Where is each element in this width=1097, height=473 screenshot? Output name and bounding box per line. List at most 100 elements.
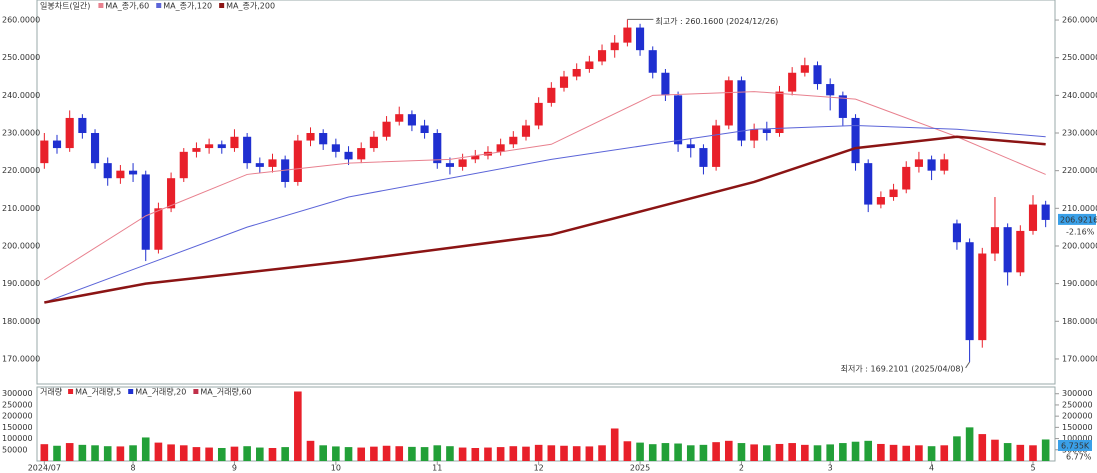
volume-bar — [839, 443, 847, 461]
candle-body — [458, 159, 467, 167]
last-volume-label: 6.735K — [1061, 442, 1090, 451]
candle-body — [141, 174, 150, 250]
candle-body — [724, 80, 733, 126]
volume-bar — [851, 441, 860, 461]
candle-body — [369, 136, 378, 149]
x-tick-label: 3 — [828, 464, 833, 473]
candle-body — [813, 65, 822, 85]
volume-bar — [547, 445, 556, 461]
candle-body — [1003, 227, 1012, 273]
candle-body — [965, 242, 974, 341]
volume-bar — [167, 444, 175, 461]
candle-body — [914, 159, 923, 167]
candle-body — [699, 148, 708, 167]
volume-bar — [243, 446, 251, 461]
volume-bar — [53, 445, 61, 461]
price-panel-frame — [36, 0, 1056, 385]
candle-body — [103, 163, 112, 179]
volume-bar — [648, 444, 657, 461]
candle-body — [864, 163, 873, 205]
y-tick-label: 240.0000 — [2, 91, 40, 100]
volume-bar — [217, 447, 226, 461]
candle-body — [230, 136, 239, 149]
volume-bar — [1029, 445, 1037, 461]
candle-body — [674, 95, 683, 145]
volume-bar — [103, 446, 112, 461]
volume-bar — [623, 441, 632, 461]
volume-bar — [332, 446, 340, 461]
x-tick-label: 12 — [534, 464, 544, 473]
x-tick-label: 11 — [432, 464, 442, 473]
volume-bar — [420, 447, 429, 461]
x-tick-label: 8 — [131, 464, 136, 473]
candle-body — [750, 129, 759, 141]
volume-bar — [91, 445, 99, 461]
candle-body — [623, 27, 632, 43]
volume-bar — [699, 444, 708, 461]
volume-bar — [560, 445, 568, 461]
volume-bar — [179, 445, 188, 461]
y2-tick-label: 240.0000 — [1062, 91, 1097, 100]
volume-bar — [661, 443, 670, 461]
moving-average-line — [44, 124, 1046, 303]
y2-tick-label: 220.0000 — [1062, 166, 1097, 175]
volume-bar — [775, 443, 784, 461]
last-volume-change: 6.77% — [1066, 453, 1092, 462]
legend-entry: MA_종가,120 — [163, 2, 212, 11]
volume-tick-label-right: 150000 — [1062, 423, 1093, 432]
candle-body — [420, 125, 429, 134]
candle-body — [496, 144, 505, 152]
candle-body — [610, 42, 619, 51]
candle-body — [788, 72, 797, 92]
legend-swatch — [128, 389, 134, 394]
volume-bar — [877, 443, 885, 461]
volume-bar — [585, 446, 594, 461]
candle-body — [940, 159, 949, 171]
volume-bar — [724, 440, 733, 461]
volume-bar — [281, 447, 289, 461]
candle-body — [293, 140, 302, 182]
candle-body — [826, 84, 835, 96]
candle-body — [876, 197, 885, 205]
volume-bar — [712, 442, 720, 461]
y-tick-label: 230.0000 — [2, 129, 40, 138]
x-tick-label: 4 — [929, 464, 934, 473]
candle-body — [1016, 230, 1025, 273]
candle-body — [129, 170, 138, 175]
volume-tick-label-right: 200000 — [1062, 412, 1093, 421]
candle-body — [344, 151, 353, 160]
candle-body — [927, 159, 936, 171]
volume-bar — [408, 446, 416, 461]
y2-tick-label: 200.0000 — [1062, 241, 1097, 250]
volume-bar — [256, 447, 264, 461]
candle-body — [306, 133, 315, 141]
volume-bar — [953, 436, 961, 461]
candle-body — [661, 72, 670, 96]
volume-bar — [230, 446, 239, 461]
volume-bar — [484, 447, 492, 461]
candle-body — [851, 117, 860, 164]
y-tick-label: 190.0000 — [2, 279, 40, 288]
volume-bar — [991, 439, 999, 461]
volume-tick-label-right: 300000 — [1062, 389, 1093, 398]
candle-body — [636, 27, 645, 51]
legend-swatch — [156, 3, 162, 8]
candle-body — [737, 80, 746, 141]
volume-bar — [864, 440, 873, 461]
volume-tick-label: 100000 — [2, 434, 33, 443]
volume-bar — [610, 428, 619, 461]
x-tick-label: 2025 — [630, 464, 650, 473]
volume-bar — [141, 437, 150, 461]
candle-body — [775, 91, 784, 134]
volume-bar — [674, 443, 682, 461]
x-tick-label: 10 — [331, 464, 341, 473]
volume-bar — [1016, 444, 1025, 461]
volume-bar — [636, 442, 644, 461]
volume-bar — [598, 445, 606, 461]
volume-bar — [737, 443, 746, 461]
candle-body — [382, 121, 391, 137]
legend-entry: MA_거래량,60 — [200, 387, 251, 397]
candle-body — [167, 178, 176, 209]
candle-body — [1041, 204, 1050, 220]
